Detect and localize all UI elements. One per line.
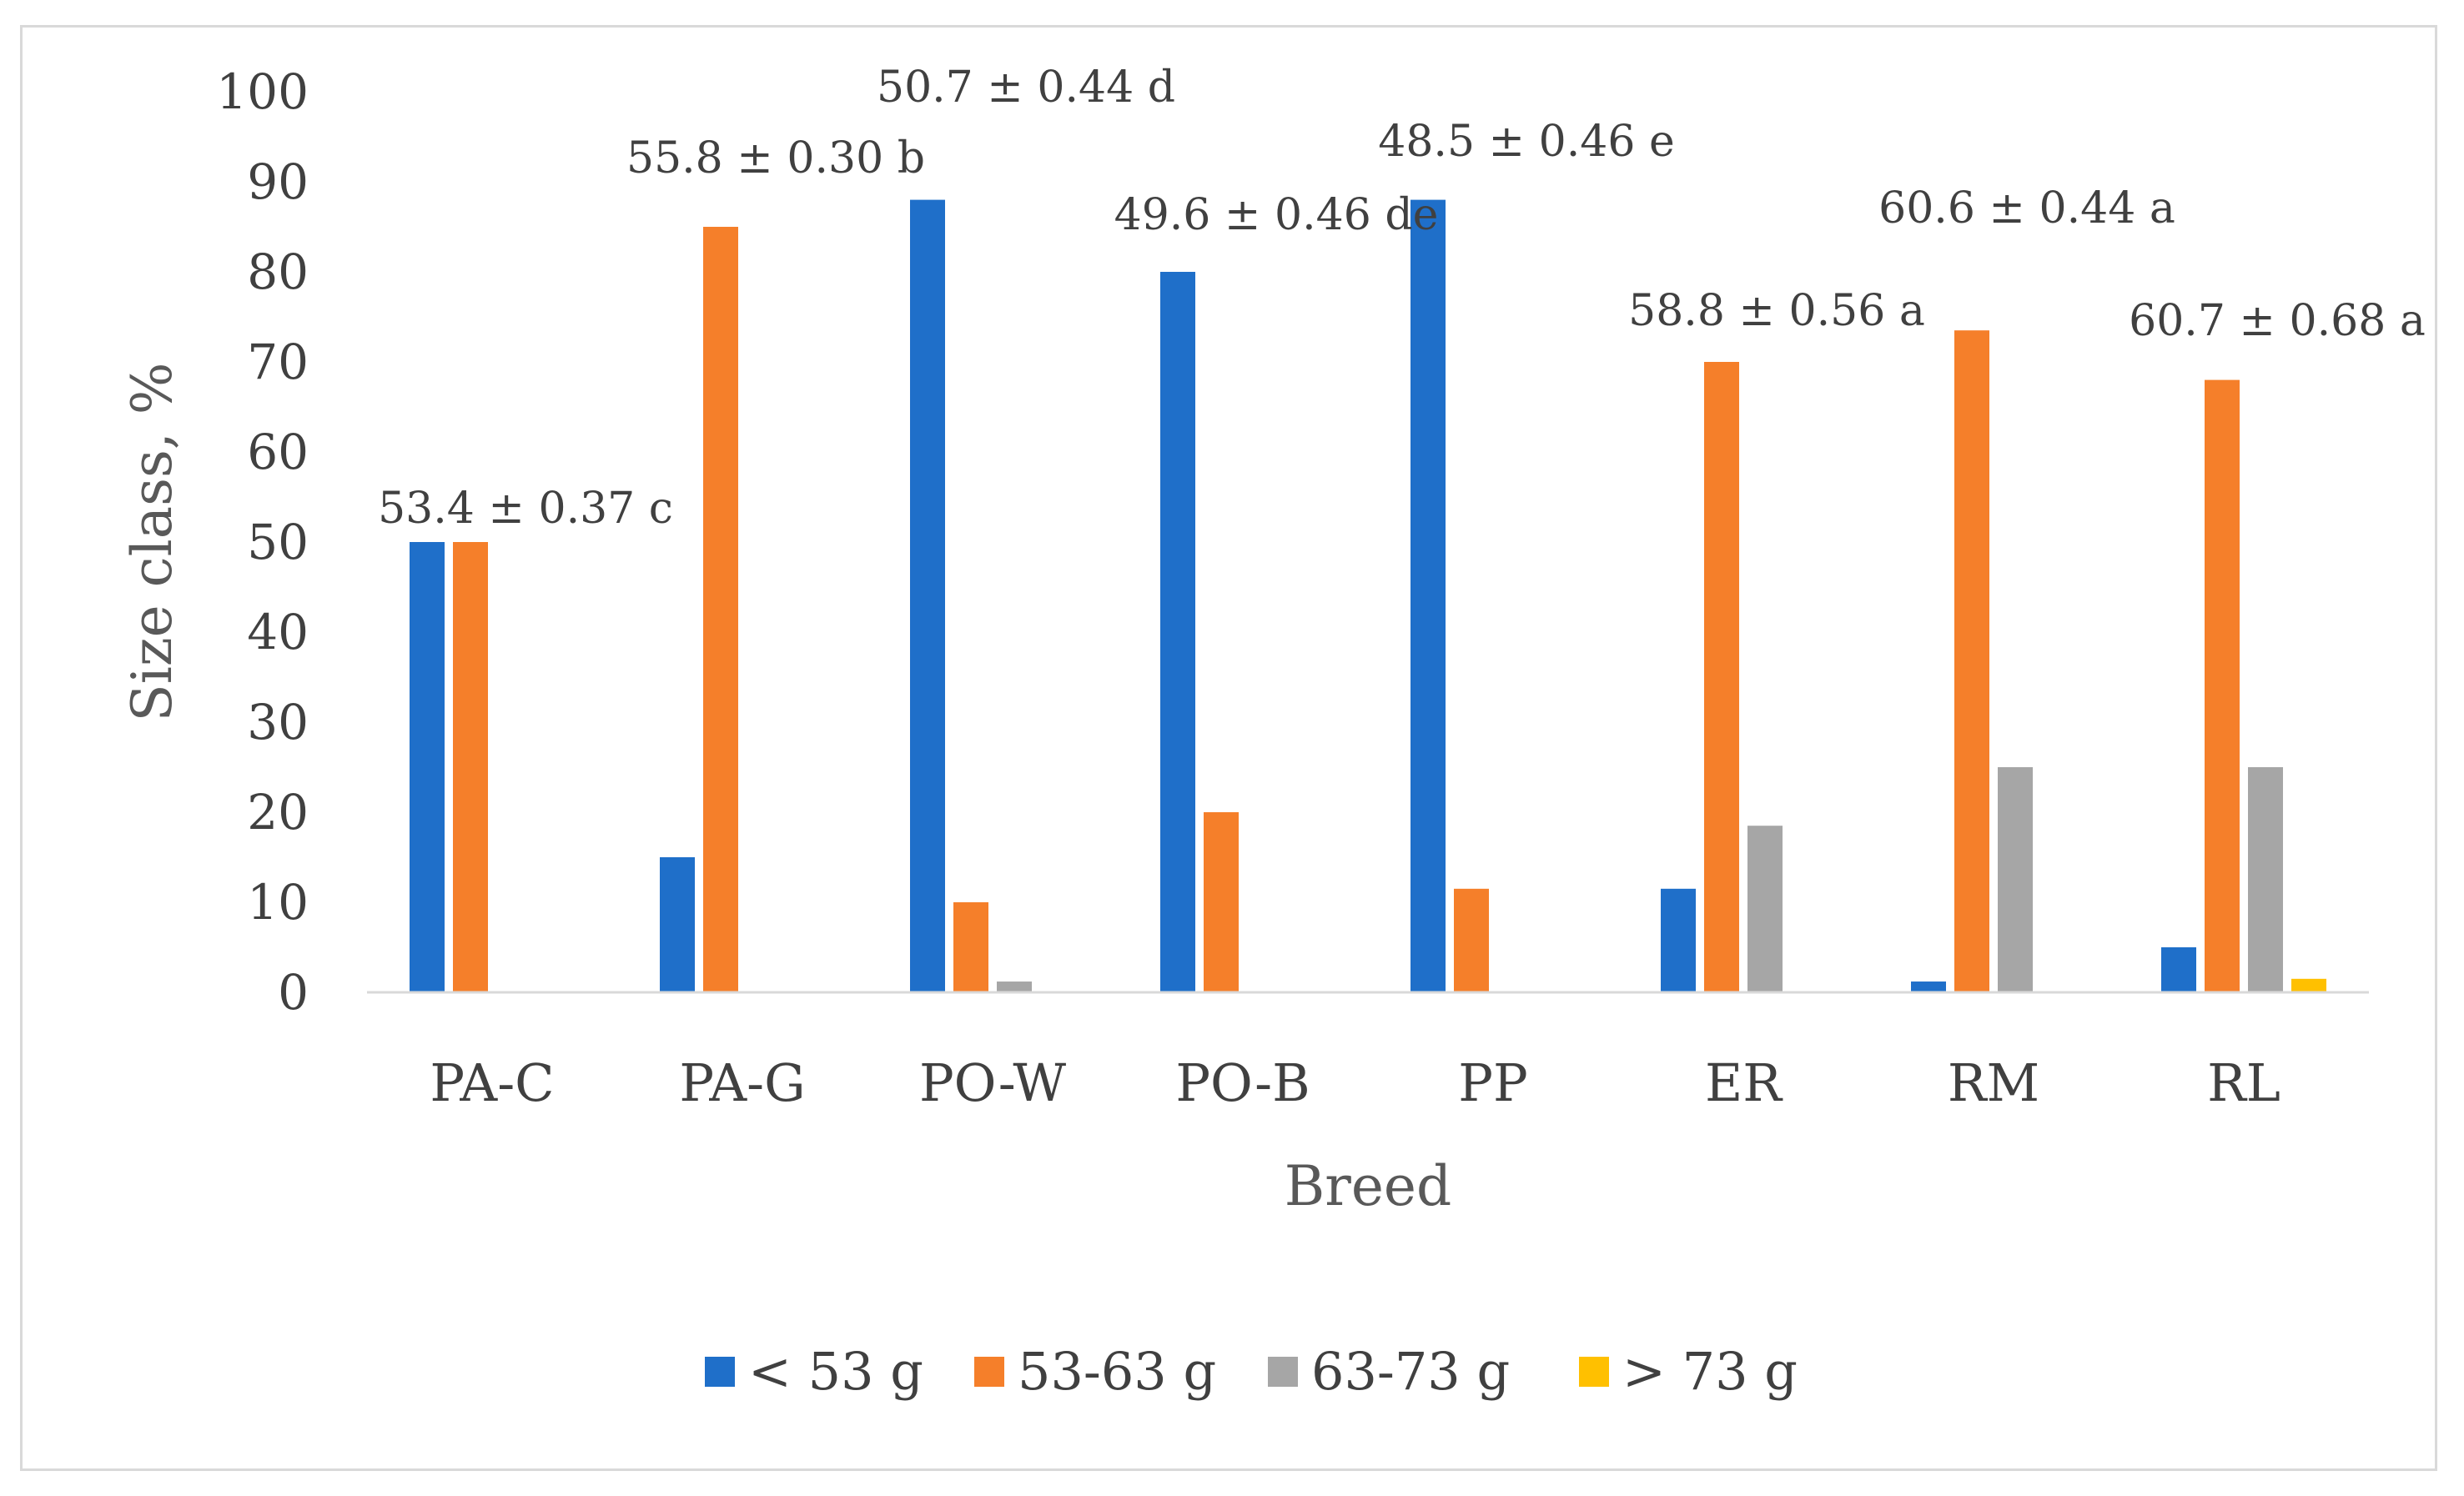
y-tick-label-60: 60 [247,424,309,480]
bars [410,199,2326,993]
chart-frame [20,25,2437,1471]
y-tick-label-10: 10 [247,874,309,931]
legend-label-2: 53-63 g [1018,1341,1216,1402]
y-tick-label-100: 100 [216,63,309,120]
y-tick-label-0: 0 [278,964,309,1021]
legend-label-1: < 53 g [748,1341,923,1402]
bar-rl-series-1 [2161,947,2196,992]
annotation-rl: 60.7 ± 0.68 a [2129,296,2426,346]
y-tick-label-50: 50 [247,514,309,570]
legend-swatch-2 [974,1357,1004,1387]
bar-po-w-series-2 [953,902,988,992]
category-label-pp: PP [1458,1052,1527,1113]
bar-rm-series-2 [1954,330,1989,992]
bar-po-w-series-1 [910,199,945,993]
category-label-rm: RM [1948,1052,2039,1113]
category-label-po-b: PO-B [1175,1052,1310,1113]
category-label-er: ER [1705,1052,1783,1113]
category-label-pa-c: PA-C [430,1052,554,1113]
bar-rl-series-3 [2248,767,2283,992]
y-tick-label-90: 90 [247,153,309,210]
legend-label-3: 63-73 g [1311,1341,1510,1402]
x-axis-title: Breed [1285,1154,1451,1218]
legend-swatch-1 [705,1357,735,1387]
y-axis-ticks: 0 10 20 30 40 50 60 70 80 90 100 [216,63,309,1021]
annotation-po-w: 50.7 ± 0.44 d [877,63,1175,113]
bar-po-b-series-1 [1160,272,1195,992]
bar-rm-series-3 [1998,767,2033,992]
y-tick-label-40: 40 [247,604,309,660]
bar-rl-series-4 [2291,978,2326,992]
bar-po-b-series-2 [1204,812,1239,992]
legend-swatch-3 [1268,1357,1298,1387]
y-tick-label-70: 70 [247,334,309,390]
bar-er-series-2 [1704,362,1739,992]
annotation-po-b: 49.6 ± 0.46 de [1114,190,1439,240]
bar-pa-c-series-2 [453,542,488,992]
annotation-pa-g: 55.8 ± 0.30 b [626,133,925,183]
bar-pp-series-1 [1411,199,1446,993]
bar-pa-g-series-1 [660,857,695,992]
y-axis-title: Size class, % [120,363,184,722]
category-label-pa-g: PA-G [679,1052,805,1113]
y-tick-label-80: 80 [247,243,309,300]
annotation-rm: 60.6 ± 0.44 a [1878,183,2175,233]
bar-er-series-1 [1661,888,1696,992]
y-tick-label-30: 30 [247,694,309,751]
legend: < 53 g 53-63 g 63-73 g > 73 g [705,1341,1798,1402]
bar-rl-series-2 [2205,379,2240,993]
annotation-pp: 48.5 ± 0.46 e [1378,117,1675,167]
bar-po-w-series-3 [997,981,1032,992]
bar-pa-g-series-2 [703,227,738,992]
x-axis-categories: PA-C PA-G PO-W PO-B PP ER RM RL [430,1052,2280,1113]
legend-swatch-4 [1579,1357,1609,1387]
category-label-rl: RL [2207,1052,2280,1113]
y-tick-label-20: 20 [247,784,309,841]
legend-label-4: > 73 g [1622,1341,1798,1402]
bar-pp-series-2 [1454,888,1489,992]
bar-rm-series-1 [1911,981,1946,992]
annotation-er: 58.8 ± 0.56 a [1628,286,1925,336]
bar-pa-c-series-1 [410,542,445,992]
bar-er-series-3 [1747,826,1783,992]
annotations: 53.4 ± 0.37 c 55.8 ± 0.30 b 50.7 ± 0.44 d 4… [378,63,2426,534]
category-label-po-w: PO-W [919,1052,1066,1113]
annotation-pa-c: 53.4 ± 0.37 c [378,484,673,534]
